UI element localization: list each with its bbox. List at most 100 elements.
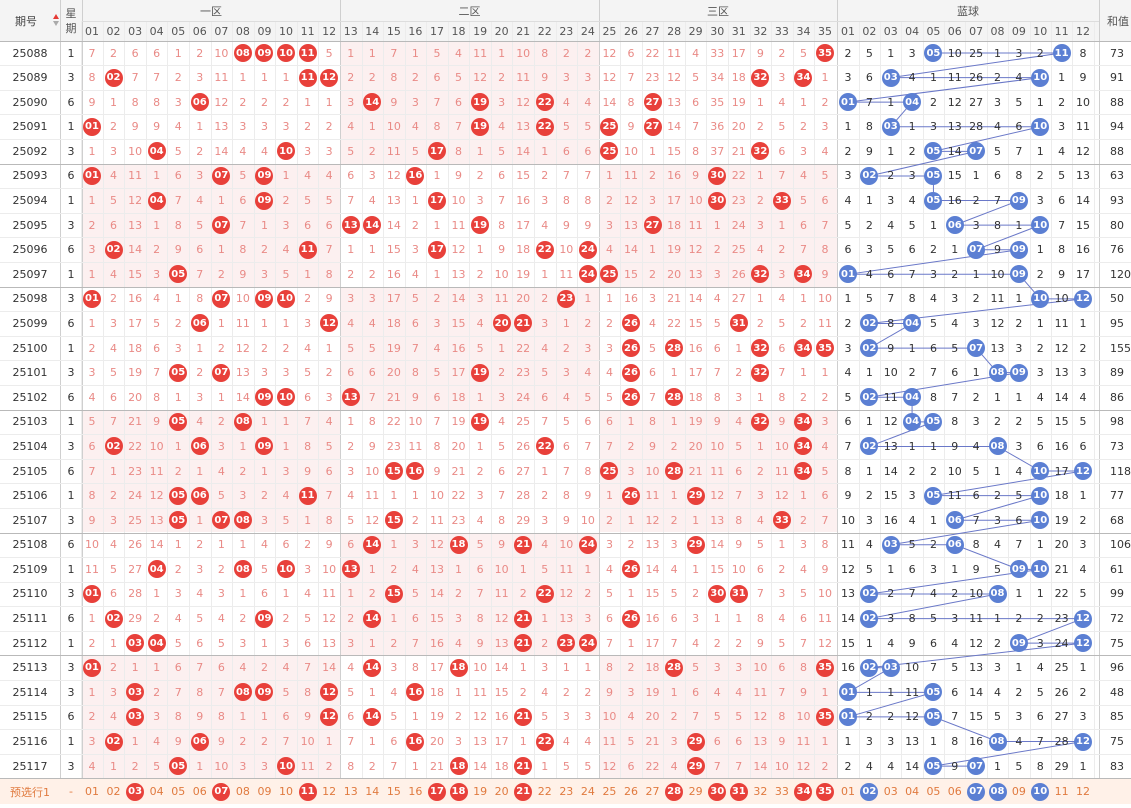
red-miss: 24 [731,218,746,232]
red-miss: 5 [498,439,506,453]
red-miss: 2 [411,71,419,85]
red-miss: 6 [347,538,355,552]
red-column-header: 24 [580,24,595,38]
red-miss: 1 [88,316,96,330]
red-ball: 10 [277,757,296,776]
red-miss: 3 [282,464,290,478]
red-miss: 2 [541,489,549,503]
red-miss: 9 [368,439,376,453]
red-ball: 09 [255,289,274,308]
red-miss: 3 [304,144,312,158]
red-miss: 3 [756,218,764,232]
blue-miss: 6 [929,341,937,355]
red-miss: 1 [756,292,764,306]
red-miss: 4 [735,415,743,429]
grid-line [404,21,406,803]
blue-miss: 5 [994,144,1002,158]
red-miss: 4 [196,194,204,208]
grid-line [0,114,1131,116]
red-miss: 22 [128,439,143,453]
blue-ball: 02 [860,658,879,677]
blue-miss: 22 [1054,587,1069,601]
red-ball: 07 [212,289,231,308]
red-column-header: 23 [559,24,574,38]
red-miss: 5 [562,415,570,429]
blue-miss: 3 [1058,120,1066,134]
blue-miss: 4 [865,759,873,773]
red-miss: 13 [559,612,574,626]
blue-miss: 5 [972,464,980,478]
red-miss: 11 [818,316,833,330]
period: 25097 [12,267,48,281]
red-miss: 5 [584,120,592,134]
red-miss: 5 [88,415,96,429]
red-ball: 26 [622,388,640,407]
blue-ball: 10 [1031,216,1050,235]
red-ball: 26 [622,339,640,358]
red-miss: 14 [149,538,164,552]
red-ball: 03 [126,683,145,702]
red-ball: 16 [406,166,425,185]
red-miss: 1 [519,735,527,749]
red-miss: 1 [153,661,161,675]
blue-miss: 3 [994,513,1002,527]
zone-header: 三区 [707,4,729,18]
blue-miss: 5 [844,390,852,404]
blue-miss: 19 [1054,513,1069,527]
preselect-red: 25 [602,785,617,799]
red-miss: 28 [128,587,143,601]
red-miss: 19 [667,243,682,257]
blue-miss: 6 [929,636,937,650]
red-ball: 16 [406,462,425,481]
red-miss: 7 [88,46,96,60]
red-miss: 12 [602,71,617,85]
red-miss: 12 [602,46,617,60]
blue-miss: 5 [1036,685,1044,699]
sum: 99 [1110,587,1124,601]
grid-line [0,409,1131,411]
period: 25088 [12,46,48,60]
red-miss: 1 [433,218,441,232]
blue-miss: 25 [969,46,984,60]
blue-miss: 5 [865,562,873,576]
blue-miss: 1 [865,366,873,380]
blue-miss: 8 [1036,759,1044,773]
red-miss: 10 [494,562,509,576]
blue-column-header: 03 [883,24,898,38]
red-miss: 3 [455,735,463,749]
red-miss: 21 [645,735,660,749]
red-miss: 1 [174,538,182,552]
red-miss: 12 [322,612,337,626]
period: 25102 [12,390,48,404]
grid-line [512,21,514,803]
sum: 48 [1110,685,1124,699]
grid-line [0,188,1131,190]
red-miss: 1 [325,95,333,109]
red-ball: 22 [535,437,554,456]
red-ball: 09 [255,191,274,210]
blue-ball: 07 [967,240,986,259]
red-column-header: 10 [279,24,294,38]
blue-miss: 7 [1015,538,1023,552]
red-miss: 1 [627,513,635,527]
red-miss: 7 [562,169,570,183]
red-miss: 11 [688,218,703,232]
red-ball: 17 [427,142,446,161]
red-miss: 2 [584,46,592,60]
red-miss: 16 [494,710,509,724]
red-miss: 15 [645,587,660,601]
red-miss: 17 [645,636,660,650]
red-miss: 4 [411,120,419,134]
red-miss: 6 [735,464,743,478]
sum: 76 [1110,243,1124,257]
red-miss: 1 [260,464,268,478]
red-miss: 2 [584,316,592,330]
red-miss: 7 [433,95,441,109]
red-ball: 12 [320,707,339,726]
grid-line [0,384,1131,386]
red-miss: 1 [239,710,247,724]
red-miss: 25 [516,415,531,429]
red-ball: 25 [600,142,619,161]
red-miss: 26 [128,538,143,552]
red-miss: 2 [110,661,118,675]
